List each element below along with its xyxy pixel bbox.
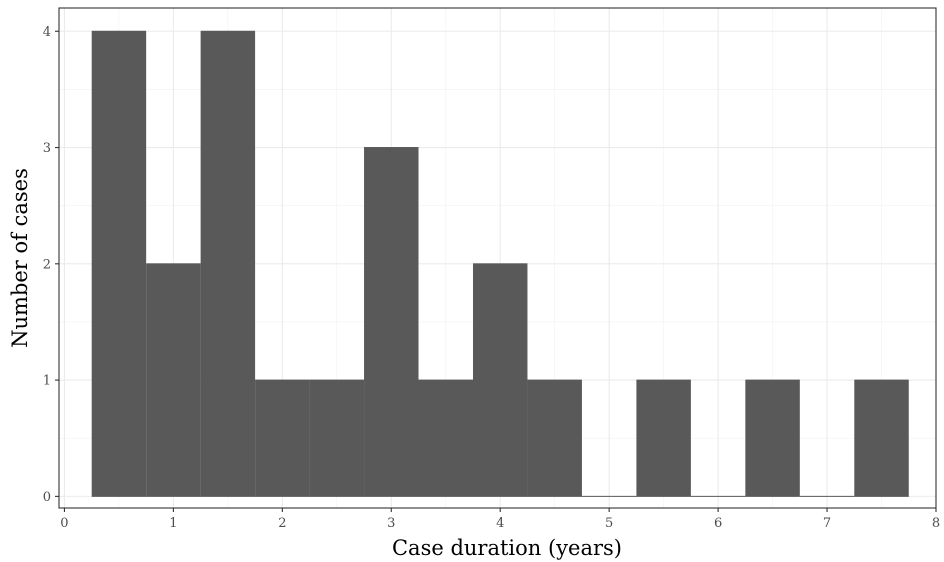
histogram-bar [309,379,365,497]
histogram-bar [745,379,800,497]
x-axis-title: Case duration (years) [392,536,622,560]
histogram-bar [581,495,637,497]
histogram-bar [146,263,201,497]
histogram-bar [472,263,528,497]
histogram-bar [200,30,256,497]
y-tick-label: 2 [43,257,51,272]
x-tick-label: 4 [496,516,504,531]
histogram-bar [636,379,691,497]
histogram-bar [690,495,746,497]
x-tick-label: 0 [60,516,68,531]
histogram-bar [527,379,582,497]
y-tick-label: 0 [43,490,51,505]
x-tick-label: 6 [714,516,722,531]
histogram-bars [91,30,909,497]
x-tick-label: 1 [169,516,177,531]
y-axis-ticks: 0 1 2 3 4 [43,25,59,505]
histogram-bar [854,379,909,497]
x-tick-label: 3 [387,516,395,531]
histogram-bar [91,30,147,497]
panel-border [58,7,937,509]
histogram-bar [799,495,855,497]
x-tick-label: 7 [823,516,831,531]
y-tick-label: 1 [43,374,51,389]
x-tick-label: 2 [278,516,286,531]
histogram-bar [255,379,310,497]
x-tick-label: 5 [605,516,613,531]
histogram-bar [364,147,419,497]
y-axis-title: Number of cases [8,168,32,348]
y-tick-label: 3 [43,141,51,156]
x-axis-ticks: 0 1 2 3 4 5 6 7 8 [60,508,940,531]
histogram-bar [418,379,473,497]
x-tick-label: 8 [932,516,940,531]
y-tick-label: 4 [43,25,51,40]
